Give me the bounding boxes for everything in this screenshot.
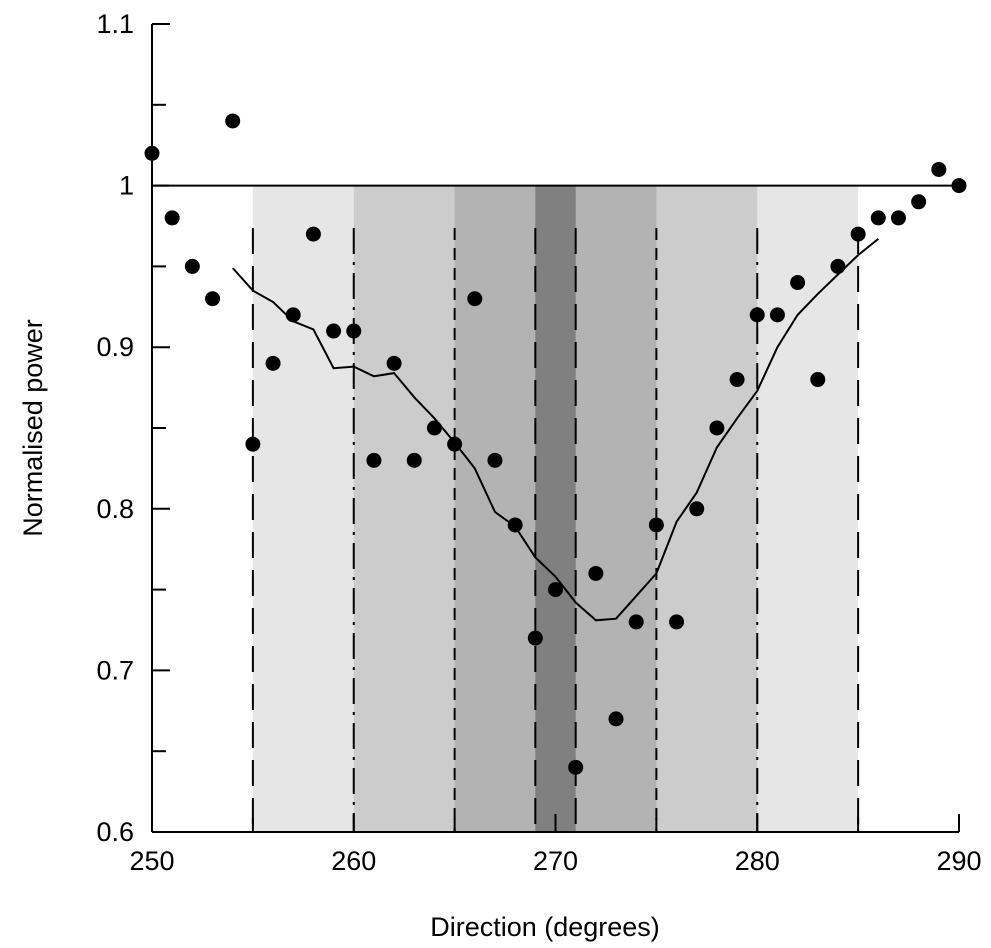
- data-point: [931, 161, 947, 177]
- data-point: [548, 582, 563, 598]
- x-tick-label: 250: [129, 846, 174, 876]
- data-point: [628, 614, 644, 630]
- data-point: [467, 291, 483, 307]
- shaded-bands: [252, 185, 859, 833]
- data-point: [406, 452, 422, 468]
- shaded-band-3: [535, 185, 576, 833]
- data-point: [386, 355, 402, 371]
- data-point: [426, 420, 442, 436]
- data-point: [184, 258, 200, 274]
- data-point: [648, 517, 664, 533]
- data-point: [144, 145, 160, 161]
- y-tick-label: 0.9: [96, 332, 134, 362]
- data-point: [326, 323, 342, 339]
- data-point: [608, 711, 624, 727]
- data-point: [769, 307, 785, 323]
- data-point: [911, 194, 927, 210]
- data-point: [790, 275, 806, 291]
- data-point: [568, 759, 584, 775]
- x-axis-title: Direction (degrees): [430, 912, 660, 942]
- data-point: [305, 226, 321, 242]
- data-point: [830, 258, 846, 274]
- data-point: [588, 565, 604, 581]
- y-tick-label: 0.8: [96, 494, 134, 524]
- data-point: [245, 436, 261, 452]
- data-point: [265, 355, 281, 371]
- data-point: [225, 113, 241, 129]
- data-point: [507, 517, 523, 533]
- y-tick-label: 1.1: [96, 9, 134, 39]
- axes: 0.6 0.7 0.8 0.9 1 1.1 250 260 270 280 290: [96, 9, 981, 876]
- x-tick-label: 270: [533, 846, 578, 876]
- data-point: [164, 210, 180, 226]
- y-tick-label: 0.7: [96, 655, 134, 685]
- data-point: [205, 291, 221, 307]
- data-point: [850, 226, 866, 242]
- y-axis-title: Normalised power: [18, 319, 48, 537]
- data-point: [709, 420, 725, 436]
- data-point: [527, 630, 543, 646]
- data-point: [346, 323, 362, 339]
- y-tick-label: 0.6: [96, 817, 134, 847]
- data-point: [890, 210, 906, 226]
- data-series: [144, 113, 967, 775]
- data-point: [689, 501, 705, 517]
- data-point: [749, 307, 765, 323]
- x-tick-label: 260: [331, 846, 376, 876]
- x-tick-label: 290: [936, 846, 981, 876]
- data-point: [951, 178, 967, 194]
- data-point: [487, 452, 503, 468]
- data-point: [669, 614, 685, 630]
- data-point: [366, 452, 382, 468]
- data-point: [810, 372, 826, 388]
- data-point: [729, 372, 745, 388]
- data-point: [870, 210, 886, 226]
- trend-line: [231, 238, 879, 622]
- x-tick-label: 280: [735, 846, 780, 876]
- y-tick-label: 1: [119, 171, 134, 201]
